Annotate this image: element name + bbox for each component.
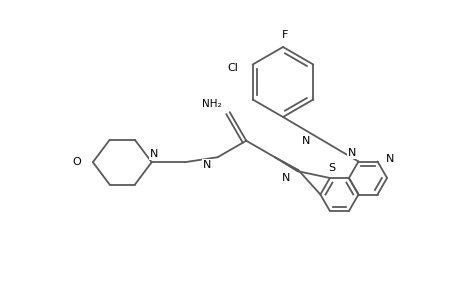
Text: Cl: Cl	[227, 62, 238, 73]
Text: O: O	[72, 157, 81, 167]
Text: F: F	[281, 30, 287, 40]
Text: N: N	[347, 148, 356, 158]
Text: NH₂: NH₂	[202, 99, 221, 109]
Text: N: N	[203, 160, 211, 170]
Text: N: N	[385, 154, 393, 164]
Text: N: N	[281, 173, 290, 183]
Text: N: N	[149, 149, 157, 159]
Text: S: S	[328, 163, 335, 173]
Text: N: N	[302, 136, 310, 146]
